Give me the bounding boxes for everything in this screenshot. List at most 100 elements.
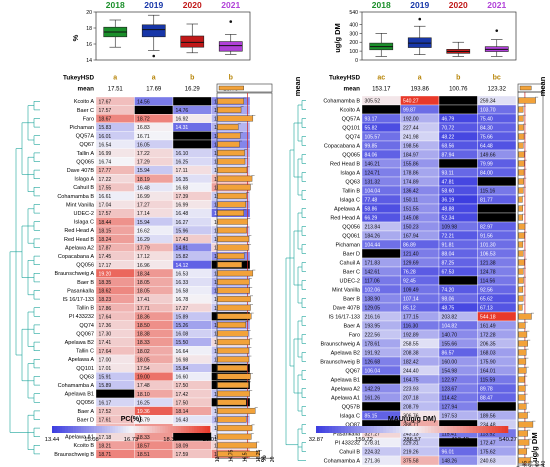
row-mean-bar [518, 295, 524, 302]
row-label: Tallin A [77, 151, 95, 157]
colorbar-segment [96, 426, 100, 433]
row-mean-bar [518, 205, 523, 212]
mean-axis-tick-label: 16.5 [243, 452, 249, 462]
row-label: QQ57B [342, 404, 361, 410]
colorbar-segment [354, 426, 358, 433]
cell-value: 17.01 [99, 366, 112, 372]
cell-value: 140.70 [442, 333, 458, 339]
cell-value: 16.79 [137, 418, 150, 424]
cell-value: 171.83 [365, 261, 381, 267]
row-label: Apelawa A2 [65, 245, 94, 251]
row-mean-bar [217, 227, 247, 234]
cell-value: 160.00 [442, 360, 458, 366]
mean-column-title: mean [538, 76, 547, 96]
row-label: QQ87 [345, 422, 360, 428]
row-mean-bars: 13 14.75 16.5 18.25 20 [215, 83, 276, 462]
mean-axis-tick-label: 13 [215, 456, 221, 462]
colorbar-segment [207, 426, 211, 433]
mean-axis-tick-label: 18.25 [256, 449, 262, 462]
colorbar-segment [341, 426, 346, 433]
table-row: Braunschweig A 178.61 258.55 155.66 206.35 [321, 338, 517, 349]
cell-value: 88.47 [480, 396, 493, 402]
row-label: Pasankalla [333, 431, 361, 437]
cell-value: 540.27 [403, 99, 419, 105]
cell-value: 17.27 [137, 203, 150, 209]
row-mean-bar [518, 385, 526, 392]
table-row: QQ67 106.04 244.40 154.98 164.01 [345, 365, 517, 376]
colorbar-tick-label: 159.72 [355, 437, 373, 443]
cell-value: 224.32 [365, 450, 381, 456]
column-header-2018: 2018 [106, 0, 125, 10]
cell-value: 74.20 [442, 288, 455, 294]
heatmap-cell [477, 401, 517, 412]
colorbar-segment [495, 426, 499, 433]
colorbar: 13.44 15.08 16.73 18.37 20.01 PC(%) [45, 416, 218, 443]
colorbar-segment [188, 426, 192, 433]
cell-value: 544.18 [480, 315, 496, 321]
row-mean-bar [518, 430, 528, 437]
cell-value: 126.68 [365, 360, 381, 366]
cell-value: 17.57 [99, 211, 112, 217]
row-mean-bar [217, 287, 250, 294]
tukey-label: TukeyHSD [329, 75, 360, 82]
row-mean-bar [518, 394, 526, 401]
colorbar-segment [319, 426, 323, 433]
cell-value: 172.28 [480, 333, 496, 339]
cell-value: 67.13 [480, 306, 493, 312]
box-ytick-label: 100 [349, 49, 358, 55]
heatmap-cell [134, 105, 174, 115]
cell-value: 178.61 [365, 342, 381, 348]
table-row: Mint Vanilla 102.06 109.49 74.20 92.56 [332, 284, 517, 295]
row-mean-bar [518, 349, 527, 356]
colorbar-segment [173, 426, 177, 433]
box-body [141, 24, 166, 38]
cell-value: 48.22 [442, 135, 455, 141]
panel-left: 2018 2019 2020 2021 14 16 18 20% TukeyHSD a a b b mea… [9, 0, 302, 462]
cell-value: 17.67 [99, 99, 112, 105]
heatmap-cell [361, 374, 401, 385]
cell-value: 240.63 [480, 459, 496, 465]
colorbar-segment [73, 426, 76, 433]
cell-value: 82.97 [480, 225, 493, 231]
colorbar-segment [107, 426, 111, 433]
row-label: QQ67 [79, 142, 94, 148]
cell-value: 154.98 [442, 369, 458, 375]
row-label: QQ065 [76, 159, 94, 165]
colorbar-segment [386, 426, 390, 433]
heatmap-cell [477, 212, 517, 223]
column-header-2021: 2021 [487, 0, 506, 10]
row-label: Copacabana A [58, 254, 94, 260]
row-label: QQ67 [345, 368, 360, 374]
table-row: Tallin B 104.04 136.42 58.60 115.16 [342, 185, 517, 196]
mean-row-label: mean [344, 86, 361, 93]
colorbar-segment [437, 426, 442, 433]
boxplot-frame [95, 11, 251, 61]
cell-value: 17.00 [99, 357, 112, 363]
table-row: Dave 407B 129.05 85.12 48.75 67.13 [333, 302, 517, 313]
table-row: QQ061 184.26 167.94 72.21 91.56 [342, 230, 517, 241]
cell-value: 305.52 [365, 99, 381, 105]
table-row: Islaga C 77.48 150.11 36.19 81.77 [340, 194, 517, 205]
cell-value: 18.51 [137, 452, 150, 458]
cell-value: 113.52 [480, 432, 495, 438]
colorbar-segment [149, 426, 153, 433]
row-label: QQ74 [79, 323, 94, 329]
cell-value: 15.94 [137, 168, 150, 174]
colorbar-segment [383, 426, 387, 433]
cell-value: 115.41 [442, 432, 457, 438]
cell-value: 17.29 [137, 160, 150, 166]
row-label: PI 433232 [335, 440, 360, 446]
cell-value: 223.93 [403, 387, 419, 393]
row-mean-bar [217, 184, 251, 191]
table-row: QQ101 55.82 227.44 70.72 84.30 [342, 122, 517, 133]
table-row: QQ63 131.32 174.89 47.81 [345, 176, 517, 187]
cell-value: 99.85 [365, 144, 378, 150]
cell-value: 17.52 [99, 409, 112, 415]
colorbar-tick-label: 20.01 [203, 437, 218, 443]
row-mean-bar [518, 367, 527, 374]
cell-value: 18.38 [137, 332, 150, 338]
row-label: Tallin B [76, 306, 94, 312]
colorbar-segment [136, 426, 140, 433]
heatmap-cell [477, 203, 517, 214]
